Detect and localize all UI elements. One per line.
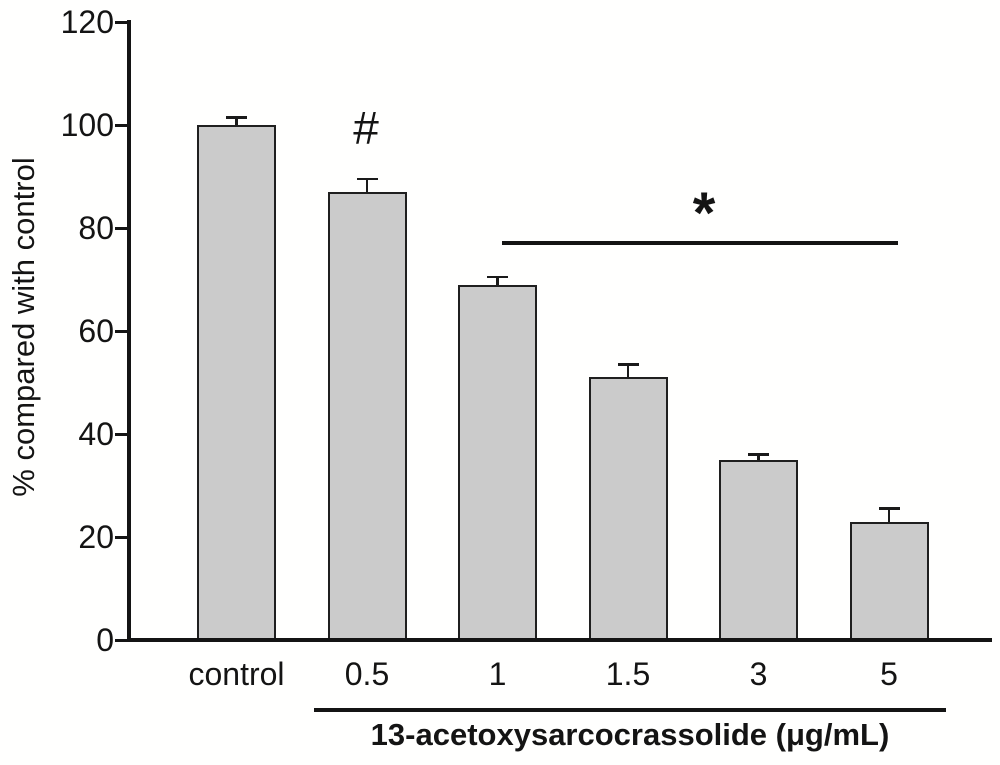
bar-0.5 <box>327 191 407 642</box>
bar-1.5 <box>588 377 668 642</box>
y-axis-line <box>127 20 131 642</box>
x-tick-label-1: 1 <box>488 656 507 692</box>
x-category-underline <box>314 708 946 712</box>
bar-1 <box>458 284 537 642</box>
y-tick-mark <box>115 638 127 642</box>
error-bar-line <box>365 179 369 192</box>
error-bar-line <box>496 276 499 285</box>
bar-3 <box>719 459 798 642</box>
x-tick-label-control: control <box>188 656 285 692</box>
x-tick-label-3: 3 <box>749 656 768 692</box>
x-tick-label-1.5: 1.5 <box>605 656 651 692</box>
y-tick-mark <box>115 329 127 333</box>
error-bar-cap <box>356 177 378 181</box>
bar-control <box>197 125 276 642</box>
error-bar-line <box>626 364 630 378</box>
y-tick-mark <box>115 226 127 230</box>
y-tick-label: 40 <box>78 416 114 452</box>
y-tick-label: 60 <box>78 313 114 349</box>
y-tick-mark <box>115 20 127 24</box>
error-bar-cap <box>748 453 769 456</box>
error-bar-line <box>235 117 238 125</box>
y-tick-mark <box>115 535 127 539</box>
y-tick-label: 80 <box>78 210 114 246</box>
y-tick-label: 0 <box>96 622 114 658</box>
error-bar-cap <box>226 116 247 119</box>
y-tick-mark <box>115 432 127 436</box>
error-bar-cap <box>487 275 508 279</box>
bar-5 <box>849 521 929 642</box>
y-tick-label: 100 <box>60 107 114 143</box>
significance-line <box>502 241 898 246</box>
x-axis-line <box>127 638 992 642</box>
error-bar-line <box>757 454 760 460</box>
error-bar-cap <box>878 507 900 510</box>
error-bar-cap <box>617 363 639 366</box>
x-axis-title: 13-acetoxysarcocrassolide (μg/mL) <box>370 717 890 752</box>
hash-significance-marker: # <box>353 102 379 154</box>
error-bar-line <box>887 508 891 522</box>
y-tick-label: 120 <box>60 4 114 40</box>
asterisk-significance-marker: * <box>692 181 716 246</box>
y-tick-label: 20 <box>78 519 114 555</box>
x-tick-label-0.5: 0.5 <box>344 656 390 692</box>
x-tick-label-5: 5 <box>880 656 898 692</box>
y-tick-mark <box>115 123 127 127</box>
